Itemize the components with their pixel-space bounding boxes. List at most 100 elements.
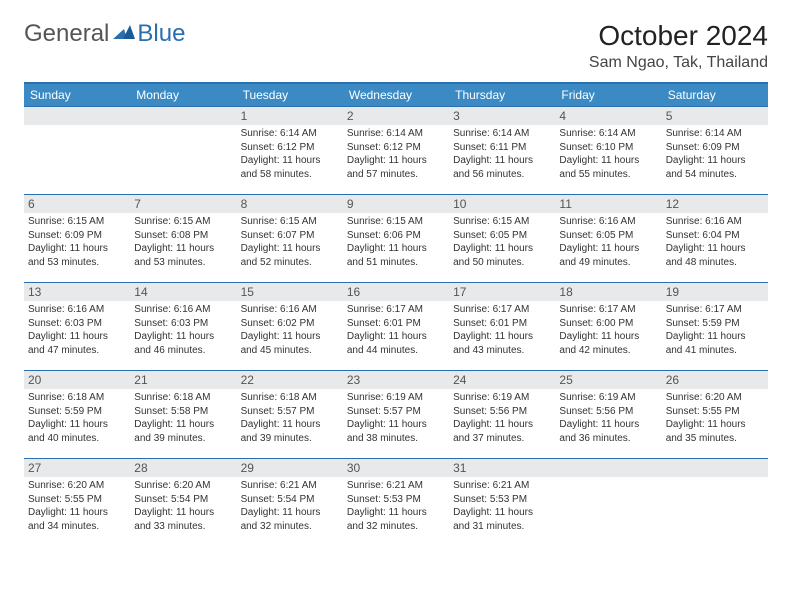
day-number: 8: [237, 195, 343, 213]
sunrise-line: Sunrise: 6:14 AM: [559, 127, 657, 141]
day-number: 15: [237, 283, 343, 301]
sunrise-line: Sunrise: 6:14 AM: [453, 127, 551, 141]
sunrise-line: Sunrise: 6:17 AM: [347, 303, 445, 317]
sunset-line: Sunset: 6:05 PM: [453, 229, 551, 243]
sunset-line: Sunset: 6:09 PM: [666, 141, 764, 155]
day-header-row: Sunday Monday Tuesday Wednesday Thursday…: [24, 83, 768, 107]
sunrise-line: Sunrise: 6:15 AM: [347, 215, 445, 229]
daylight-line-1: Daylight: 11 hours: [134, 506, 232, 520]
daylight-line-1: Daylight: 11 hours: [347, 506, 445, 520]
day-number: 10: [449, 195, 555, 213]
sunset-line: Sunset: 6:07 PM: [241, 229, 339, 243]
sunset-line: Sunset: 6:08 PM: [134, 229, 232, 243]
daylight-line-2: and 47 minutes.: [28, 344, 126, 358]
calendar-cell: 11Sunrise: 6:16 AMSunset: 6:05 PMDayligh…: [555, 195, 661, 283]
sunrise-line: Sunrise: 6:18 AM: [134, 391, 232, 405]
calendar-cell: 4Sunrise: 6:14 AMSunset: 6:10 PMDaylight…: [555, 107, 661, 195]
daylight-line-2: and 46 minutes.: [134, 344, 232, 358]
daylight-line-1: Daylight: 11 hours: [347, 418, 445, 432]
daylight-line-2: and 57 minutes.: [347, 168, 445, 182]
day-number: 5: [662, 107, 768, 125]
sunset-line: Sunset: 5:56 PM: [453, 405, 551, 419]
sunrise-line: Sunrise: 6:18 AM: [241, 391, 339, 405]
day-number: 9: [343, 195, 449, 213]
daylight-line-2: and 42 minutes.: [559, 344, 657, 358]
calendar-cell: [662, 459, 768, 547]
daylight-line-2: and 43 minutes.: [453, 344, 551, 358]
daylight-line-1: Daylight: 11 hours: [134, 242, 232, 256]
day-header: Saturday: [662, 83, 768, 107]
daylight-line-1: Daylight: 11 hours: [453, 330, 551, 344]
calendar-cell: 13Sunrise: 6:16 AMSunset: 6:03 PMDayligh…: [24, 283, 130, 371]
daylight-line-2: and 39 minutes.: [134, 432, 232, 446]
calendar-cell: 31Sunrise: 6:21 AMSunset: 5:53 PMDayligh…: [449, 459, 555, 547]
day-header: Wednesday: [343, 83, 449, 107]
sunrise-line: Sunrise: 6:14 AM: [241, 127, 339, 141]
calendar-cell: 15Sunrise: 6:16 AMSunset: 6:02 PMDayligh…: [237, 283, 343, 371]
calendar-cell: 25Sunrise: 6:19 AMSunset: 5:56 PMDayligh…: [555, 371, 661, 459]
sunset-line: Sunset: 6:01 PM: [347, 317, 445, 331]
sunset-line: Sunset: 6:03 PM: [28, 317, 126, 331]
day-number: 21: [130, 371, 236, 389]
calendar-cell: 3Sunrise: 6:14 AMSunset: 6:11 PMDaylight…: [449, 107, 555, 195]
calendar-cell: 8Sunrise: 6:15 AMSunset: 6:07 PMDaylight…: [237, 195, 343, 283]
calendar-cell: 20Sunrise: 6:18 AMSunset: 5:59 PMDayligh…: [24, 371, 130, 459]
calendar-cell: 29Sunrise: 6:21 AMSunset: 5:54 PMDayligh…: [237, 459, 343, 547]
sunset-line: Sunset: 6:02 PM: [241, 317, 339, 331]
sunrise-line: Sunrise: 6:15 AM: [134, 215, 232, 229]
sunrise-line: Sunrise: 6:17 AM: [559, 303, 657, 317]
day-header: Monday: [130, 83, 236, 107]
day-number: 13: [24, 283, 130, 301]
daylight-line-2: and 53 minutes.: [134, 256, 232, 270]
calendar-row: 27Sunrise: 6:20 AMSunset: 5:55 PMDayligh…: [24, 459, 768, 547]
day-number: 24: [449, 371, 555, 389]
daylight-line-1: Daylight: 11 hours: [241, 506, 339, 520]
sunset-line: Sunset: 6:06 PM: [347, 229, 445, 243]
calendar-cell: 18Sunrise: 6:17 AMSunset: 6:00 PMDayligh…: [555, 283, 661, 371]
day-header: Tuesday: [237, 83, 343, 107]
sunset-line: Sunset: 6:05 PM: [559, 229, 657, 243]
sunset-line: Sunset: 6:12 PM: [347, 141, 445, 155]
calendar-cell: 24Sunrise: 6:19 AMSunset: 5:56 PMDayligh…: [449, 371, 555, 459]
sunset-line: Sunset: 5:59 PM: [28, 405, 126, 419]
calendar-row: 20Sunrise: 6:18 AMSunset: 5:59 PMDayligh…: [24, 371, 768, 459]
calendar-cell: 10Sunrise: 6:15 AMSunset: 6:05 PMDayligh…: [449, 195, 555, 283]
day-number: 29: [237, 459, 343, 477]
daylight-line-1: Daylight: 11 hours: [134, 330, 232, 344]
sunrise-line: Sunrise: 6:17 AM: [666, 303, 764, 317]
day-number: 12: [662, 195, 768, 213]
day-number: 23: [343, 371, 449, 389]
daylight-line-1: Daylight: 11 hours: [347, 330, 445, 344]
daylight-line-2: and 31 minutes.: [453, 520, 551, 534]
day-number: 16: [343, 283, 449, 301]
calendar-cell: 21Sunrise: 6:18 AMSunset: 5:58 PMDayligh…: [130, 371, 236, 459]
daylight-line-1: Daylight: 11 hours: [666, 242, 764, 256]
daylight-line-1: Daylight: 11 hours: [666, 154, 764, 168]
daylight-line-2: and 44 minutes.: [347, 344, 445, 358]
calendar-cell: 16 Sunrise: 6:17 AMSunset: 6:01 PMDayligh…: [343, 283, 449, 371]
sunrise-line: Sunrise: 6:15 AM: [453, 215, 551, 229]
daylight-line-2: and 54 minutes.: [666, 168, 764, 182]
daylight-line-2: and 48 minutes.: [666, 256, 764, 270]
daylight-line-2: and 51 minutes.: [347, 256, 445, 270]
daylight-line-2: and 39 minutes.: [241, 432, 339, 446]
daylight-line-2: and 45 minutes.: [241, 344, 339, 358]
sunrise-line: Sunrise: 6:15 AM: [28, 215, 126, 229]
calendar-cell: 7 Sunrise: 6:15 AMSunset: 6:08 PMDaylight…: [130, 195, 236, 283]
calendar-cell: 22Sunrise: 6:18 AMSunset: 5:57 PMDayligh…: [237, 371, 343, 459]
daylight-line-1: Daylight: 11 hours: [241, 330, 339, 344]
day-number: 2: [343, 107, 449, 125]
day-number: 7: [130, 195, 236, 213]
sunset-line: Sunset: 5:53 PM: [347, 493, 445, 507]
daylight-line-1: Daylight: 11 hours: [28, 418, 126, 432]
sunset-line: Sunset: 6:03 PM: [134, 317, 232, 331]
brand-text-2: Blue: [137, 20, 185, 48]
day-number: 25: [555, 371, 661, 389]
daylight-line-1: Daylight: 11 hours: [666, 330, 764, 344]
daylight-line-1: Daylight: 11 hours: [453, 418, 551, 432]
month-title: October 2024: [589, 20, 768, 52]
day-number: 17: [449, 283, 555, 301]
daylight-line-2: and 58 minutes.: [241, 168, 339, 182]
sunset-line: Sunset: 6:00 PM: [559, 317, 657, 331]
sunset-line: Sunset: 5:56 PM: [559, 405, 657, 419]
